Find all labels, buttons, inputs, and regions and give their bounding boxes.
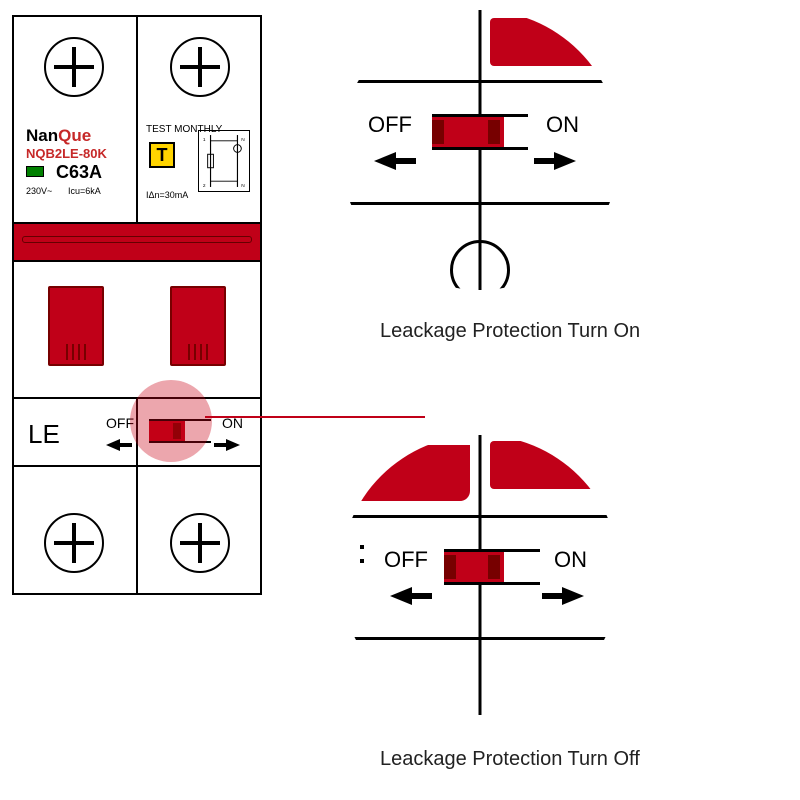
brand-logo: NanQue bbox=[26, 126, 91, 146]
arrow-left-icon bbox=[106, 439, 120, 451]
screw-icon bbox=[44, 37, 104, 97]
screw-icon bbox=[44, 513, 104, 573]
screw-icon bbox=[170, 513, 230, 573]
detail-red-block bbox=[490, 441, 610, 489]
actuator-bar bbox=[14, 222, 260, 262]
caption-off: Leackage Protection Turn Off bbox=[380, 748, 640, 771]
svg-text:N: N bbox=[241, 183, 245, 189]
arrow-right-icon bbox=[226, 439, 240, 451]
detail-off-label: OFF bbox=[368, 112, 412, 138]
detail-off-label: OFF bbox=[384, 547, 428, 573]
svg-text:N: N bbox=[241, 137, 245, 143]
detail-hdivider bbox=[340, 202, 620, 205]
dots-icon bbox=[360, 545, 364, 549]
arrow-left-icon bbox=[374, 152, 396, 170]
breaker-toggle[interactable] bbox=[170, 286, 226, 366]
detail-red-block bbox=[490, 18, 610, 66]
test-button[interactable]: T bbox=[149, 142, 175, 168]
caption-on: Leackage Protection Turn On bbox=[380, 320, 640, 343]
amp-rating: C63A bbox=[56, 162, 102, 183]
le-label: LE bbox=[28, 419, 60, 450]
model-number: NQB2LE-80K bbox=[26, 146, 107, 161]
voltage-label: 230V~ bbox=[26, 186, 52, 196]
wiring-schematic-icon: 1 N 2 N bbox=[198, 130, 250, 192]
arrow-right-icon bbox=[562, 587, 584, 605]
brand-part2: Que bbox=[58, 126, 91, 145]
status-indicator bbox=[26, 166, 44, 177]
svg-text:2: 2 bbox=[203, 183, 206, 189]
detail-hdivider bbox=[340, 515, 620, 518]
screw-icon bbox=[170, 37, 230, 97]
svg-text:1: 1 bbox=[203, 137, 206, 143]
detail-on-label: ON bbox=[554, 547, 587, 573]
detail-hdivider bbox=[340, 80, 620, 83]
detail-switch bbox=[444, 549, 540, 585]
label-panel: NanQue NQB2LE-80K C63A 230V~ Icu=6kA TES… bbox=[14, 122, 260, 217]
screw-icon bbox=[450, 240, 510, 290]
detail-red-block bbox=[360, 445, 470, 501]
brand-part1: Nan bbox=[26, 126, 58, 145]
detail-hdivider bbox=[340, 637, 620, 640]
detail-view-off: OFF ON bbox=[340, 435, 620, 715]
switch-zone bbox=[14, 262, 260, 397]
highlight-circle bbox=[130, 380, 212, 462]
icu-label: Icu=6kA bbox=[68, 186, 101, 196]
detail-on-label: ON bbox=[546, 112, 579, 138]
circuit-breaker: NanQue NQB2LE-80K C63A 230V~ Icu=6kA TES… bbox=[12, 15, 262, 595]
leader-line bbox=[205, 416, 425, 418]
arrow-right-icon bbox=[554, 152, 576, 170]
idn-label: IΔn=30mA bbox=[146, 190, 188, 200]
test-button-label: T bbox=[157, 145, 168, 166]
breaker-toggle[interactable] bbox=[48, 286, 104, 366]
detail-switch bbox=[432, 114, 528, 150]
detail-view-on: OFF ON bbox=[340, 10, 620, 290]
arrow-left-icon bbox=[390, 587, 412, 605]
